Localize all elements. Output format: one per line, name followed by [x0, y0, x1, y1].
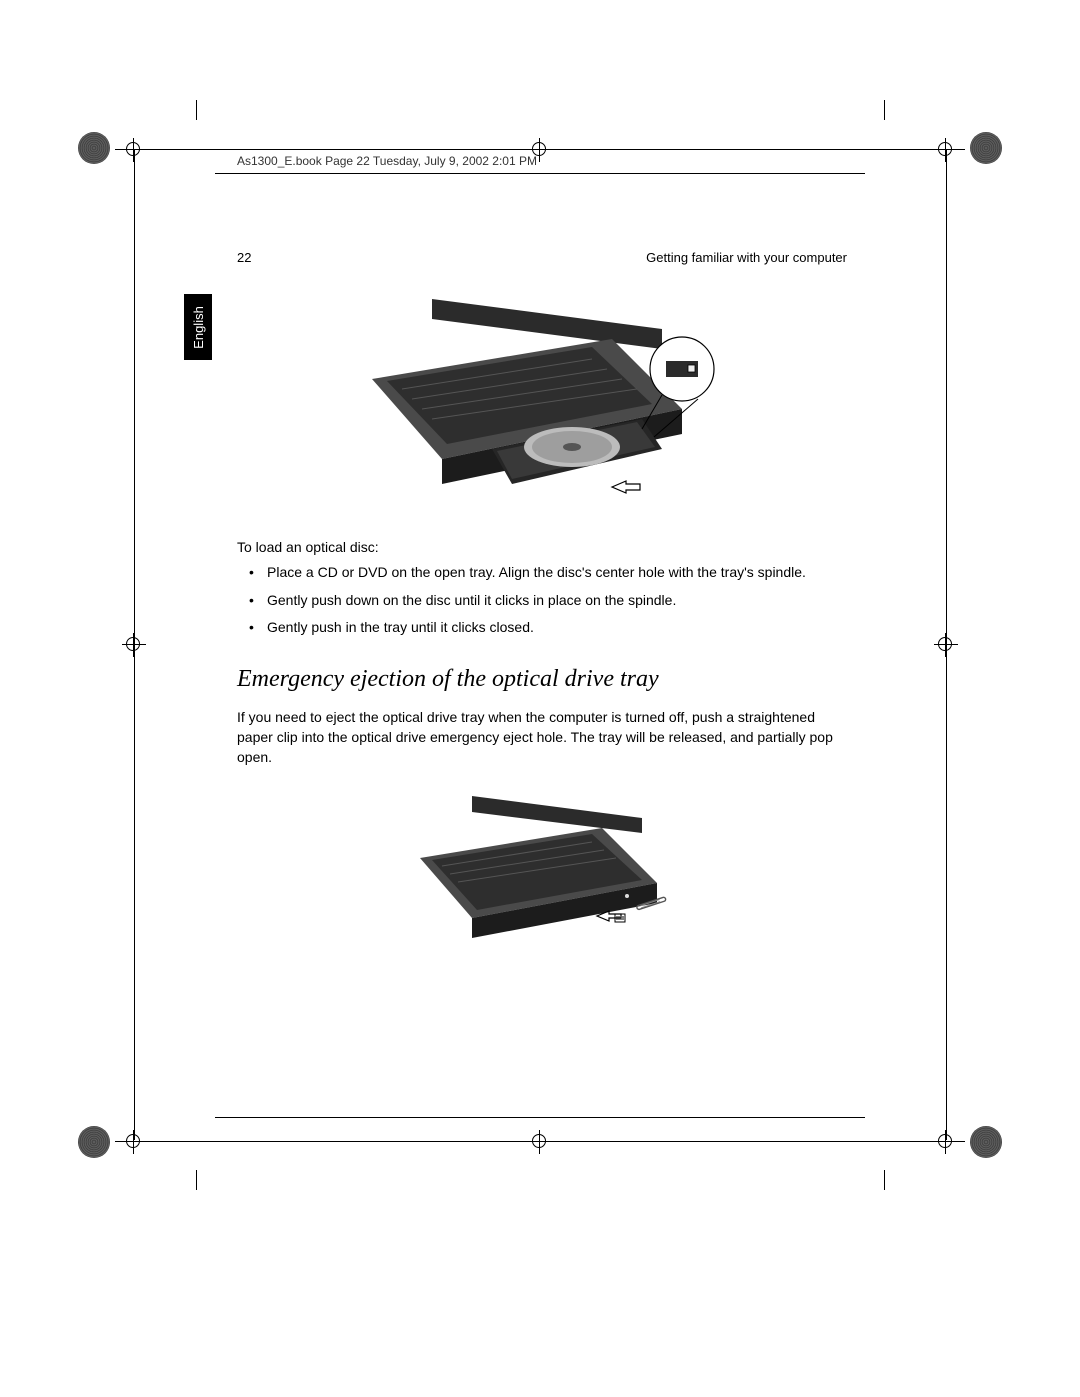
- registration-mark-icon: [528, 1130, 552, 1154]
- texture-circle-icon: [970, 132, 1002, 164]
- list-item: Gently push down on the disc until it cl…: [237, 591, 847, 611]
- page-header: 22 Getting familiar with your computer: [237, 250, 847, 265]
- texture-circle-icon: [78, 1126, 110, 1158]
- language-tab-label: English: [191, 306, 206, 349]
- section-heading: Emergency ejection of the optical drive …: [237, 666, 847, 693]
- language-tab: English: [184, 294, 212, 360]
- intro-text: To load an optical disc:: [237, 539, 847, 555]
- page-number: 22: [237, 250, 251, 265]
- laptop-eject-figure: [412, 788, 672, 958]
- bullet-list: Place a CD or DVD on the open tray. Alig…: [237, 563, 847, 638]
- running-head: Getting familiar with your computer: [646, 250, 847, 265]
- laptop-open-tray-figure: [362, 289, 722, 509]
- registration-mark-icon: [122, 633, 146, 657]
- section-paragraph: If you need to eject the optical drive t…: [237, 707, 847, 768]
- texture-circle-icon: [970, 1126, 1002, 1158]
- document-header-info: As1300_E.book Page 22 Tuesday, July 9, 2…: [237, 154, 537, 168]
- list-item: Gently push in the tray until it clicks …: [237, 618, 847, 638]
- page-body: 22 Getting familiar with your computer: [237, 250, 847, 988]
- registration-mark-icon: [934, 633, 958, 657]
- list-item: Place a CD or DVD on the open tray. Alig…: [237, 563, 847, 583]
- texture-circle-icon: [78, 132, 110, 164]
